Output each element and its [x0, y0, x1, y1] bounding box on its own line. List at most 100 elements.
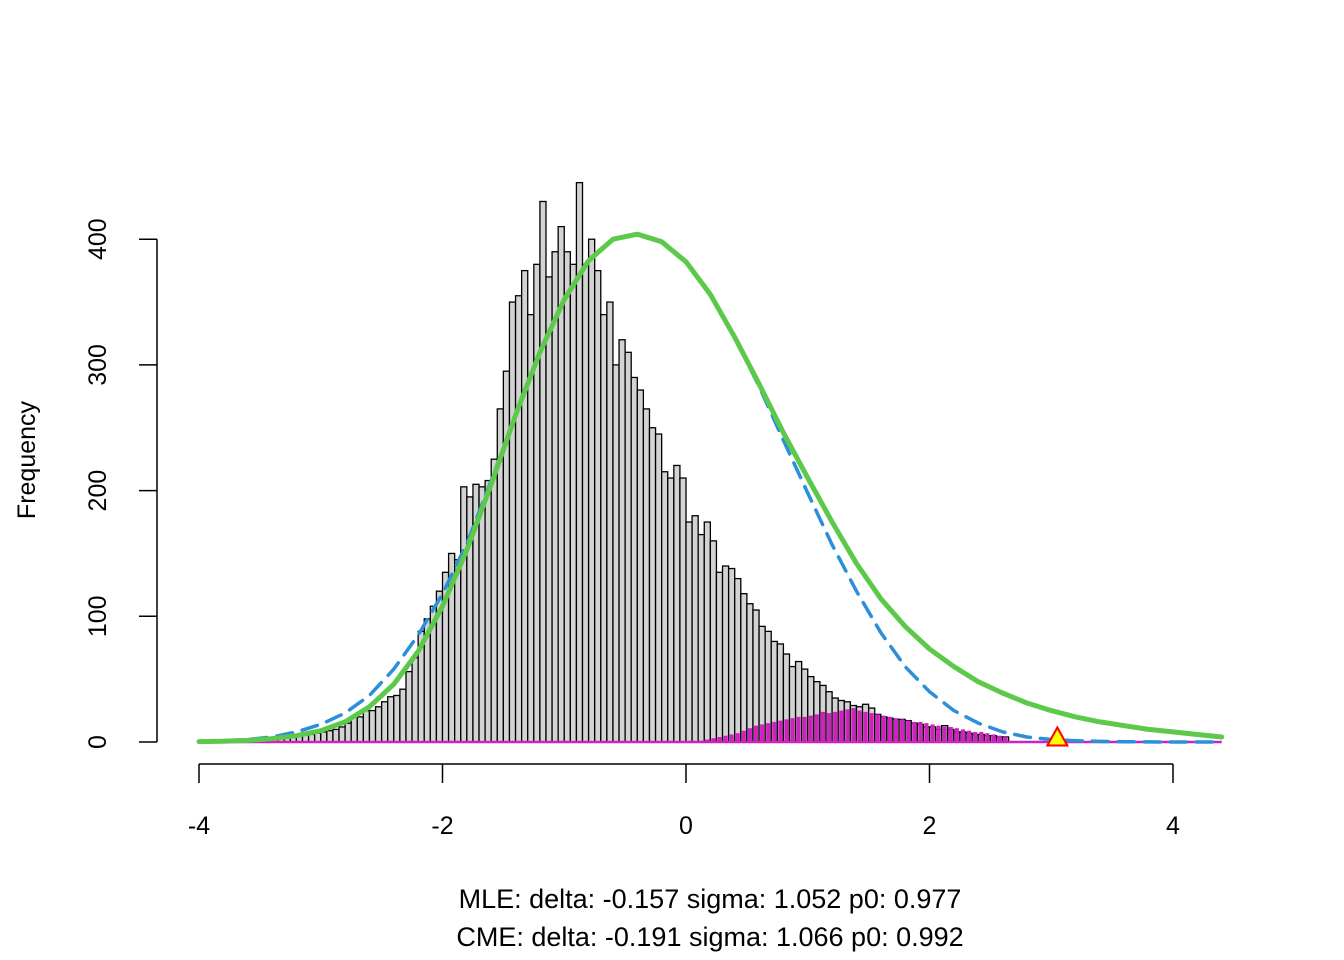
- histogram-bar: [721, 565, 730, 743]
- histogram-bar: [502, 370, 511, 743]
- tail-bar: [906, 720, 911, 742]
- tail-bar: [930, 724, 935, 742]
- tail-bar: [960, 729, 966, 742]
- histogram-bar: [374, 706, 383, 743]
- y-axis-label: Frequency: [13, 400, 41, 519]
- histogram-bar: [356, 716, 365, 743]
- y-tick-label: 200: [84, 470, 112, 512]
- mle-caption: MLE: delta: -0.157 sigma: 1.052 p0: 0.97…: [459, 884, 962, 914]
- tail-bar: [954, 728, 959, 742]
- tail-bar: [948, 726, 953, 742]
- x-tick-label: 0: [679, 812, 693, 840]
- histogram-bar: [563, 251, 571, 743]
- tail-bar: [808, 715, 813, 742]
- y-tick-label: 0: [84, 735, 112, 749]
- histogram-bar: [405, 670, 413, 743]
- histogram-bar: [673, 464, 681, 743]
- tail-bar: [753, 725, 759, 742]
- tail-bar: [991, 734, 996, 742]
- tail-bar: [790, 718, 795, 742]
- histogram-bar: [600, 313, 608, 743]
- histogram-bar: [380, 701, 389, 743]
- tail-bar: [985, 733, 990, 742]
- histogram-bar: [661, 471, 669, 743]
- histogram-bar: [618, 339, 626, 743]
- tail-bar: [814, 714, 819, 742]
- histogram-bar: [320, 731, 328, 743]
- tail-bar: [747, 728, 752, 742]
- threshold-marker: [1045, 725, 1070, 747]
- histogram-bar: [648, 427, 657, 743]
- histogram-bar: [484, 479, 492, 743]
- x-tick-label: -2: [431, 812, 453, 840]
- histogram-bar: [667, 477, 675, 743]
- histogram-bar: [362, 709, 371, 743]
- x-tick-label: 2: [923, 812, 937, 840]
- histogram-bar: [709, 540, 718, 743]
- tail-bar: [887, 716, 892, 742]
- tail-bar: [869, 713, 874, 742]
- tail-bar: [839, 710, 844, 742]
- histogram-bar: [514, 295, 523, 743]
- y-tick-label: 300: [84, 344, 112, 386]
- y-tick-label: 100: [84, 595, 112, 637]
- y-tick-label: 400: [84, 218, 112, 260]
- tail-bar: [997, 735, 1002, 742]
- histogram-bar: [545, 276, 553, 743]
- tail-bar: [778, 720, 783, 742]
- histogram-bar: [740, 593, 748, 743]
- tail-bar: [705, 739, 710, 742]
- histogram-bar: [715, 571, 724, 743]
- histogram-bar: [587, 238, 596, 743]
- cme-caption: CME: delta: -0.191 sigma: 1.066 p0: 0.99…: [456, 922, 963, 952]
- histogram-bar: [685, 521, 693, 743]
- x-tick-label: 4: [1166, 812, 1180, 840]
- histogram-bar: [411, 657, 419, 743]
- tail-bar: [820, 711, 826, 742]
- histogram-bar: [368, 709, 377, 743]
- tail-bar: [833, 711, 838, 742]
- tail-bar: [900, 719, 905, 742]
- histogram-bar: [344, 722, 352, 743]
- tail-bar: [942, 726, 947, 742]
- histogram-bars: [198, 181, 1010, 743]
- histogram-bar: [727, 567, 736, 743]
- histogram-bar: [533, 263, 541, 743]
- histogram-bar: [703, 521, 712, 743]
- tail-bar: [967, 730, 972, 742]
- histogram-bar: [612, 364, 620, 743]
- tail-bar: [741, 730, 746, 742]
- tail-bar: [766, 723, 771, 742]
- histogram-bar: [338, 726, 346, 743]
- histogram-bar: [575, 181, 584, 743]
- tail-bar: [735, 733, 740, 742]
- histogram-bar: [746, 603, 754, 743]
- tail-bar: [1003, 736, 1008, 742]
- tail-bar: [979, 731, 984, 742]
- histogram-bar: [520, 269, 529, 743]
- histogram-bar: [454, 559, 462, 743]
- histogram-bar: [734, 577, 742, 743]
- tail-bar: [729, 734, 734, 742]
- histogram-bar: [460, 486, 468, 743]
- histogram-bar: [752, 609, 760, 743]
- tail-bar: [784, 719, 789, 742]
- histogram-bar: [679, 477, 687, 743]
- histogram-bar: [642, 408, 651, 743]
- x-axis: -4 -2 0 2 4: [188, 763, 1180, 840]
- tail-bar: [881, 715, 886, 742]
- histogram-bar: [697, 533, 705, 743]
- tail-bar: [711, 738, 716, 742]
- histogram-bar: [490, 458, 498, 743]
- tail-bar: [912, 721, 917, 742]
- histogram-bar: [478, 486, 486, 743]
- histogram-bar: [569, 263, 578, 743]
- tail-bar: [893, 718, 899, 742]
- tail-bar: [924, 723, 929, 742]
- histogram-bar: [630, 376, 638, 743]
- histogram-bar: [594, 269, 602, 743]
- tail-bar: [796, 716, 801, 742]
- tail-bar: [875, 714, 880, 742]
- histogram-bar: [581, 263, 590, 743]
- markers: [1045, 725, 1070, 747]
